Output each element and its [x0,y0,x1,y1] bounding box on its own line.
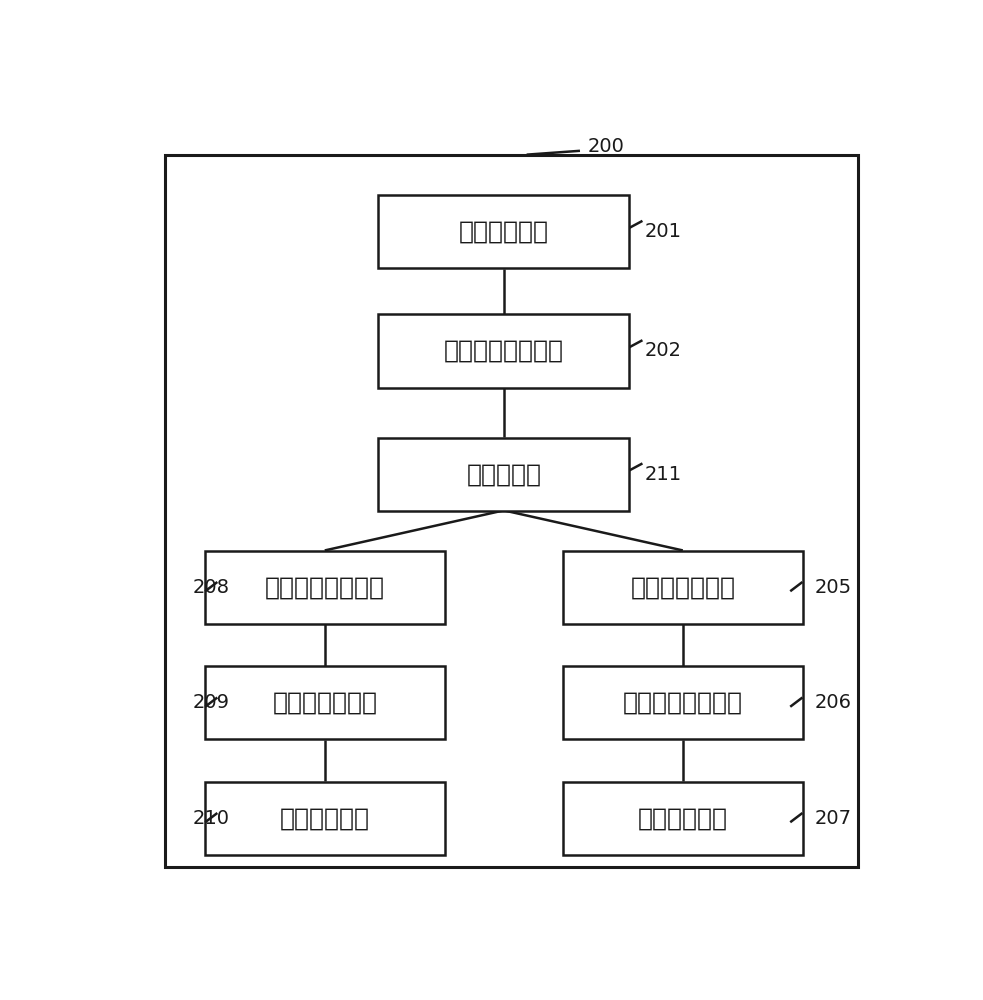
Text: 206: 206 [815,693,851,712]
Text: 光偏转组件: 光偏转组件 [466,462,542,486]
Text: 第二输出组件: 第二输出组件 [280,806,370,830]
Text: 第一输入组件: 第一输入组件 [459,220,549,244]
Bar [563,551,803,624]
Bar [204,666,444,739]
Text: 202: 202 [645,342,682,360]
Bar [378,195,629,268]
Bar [204,782,444,855]
Text: 第一波长色散组件: 第一波长色散组件 [443,339,564,363]
Text: 211: 211 [645,465,682,484]
Text: 第二波长色散组件: 第二波长色散组件 [264,575,384,599]
Text: 208: 208 [193,578,230,597]
Text: 第一输出组件: 第一输出组件 [638,806,727,830]
Bar [378,438,629,511]
Text: 第三光开关阵列: 第三光开关阵列 [272,691,377,715]
Bar [204,551,444,624]
Text: 210: 210 [193,809,230,828]
Bar [563,666,803,739]
Text: 207: 207 [815,809,851,828]
Bar [378,314,629,388]
Text: 209: 209 [193,693,230,712]
Bar [563,782,803,855]
Text: 第二光开关阵列: 第二光开关阵列 [630,575,735,599]
Text: 200: 200 [588,137,624,156]
Text: 201: 201 [645,222,682,241]
Text: 205: 205 [815,578,851,597]
Text: 第三波长色散组件: 第三波长色散组件 [623,691,743,715]
